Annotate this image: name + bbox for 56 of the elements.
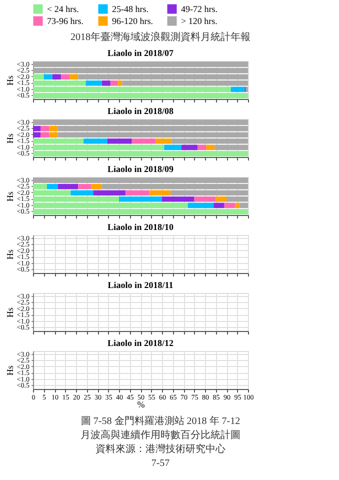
bar xyxy=(224,202,236,208)
legend-label: 25-48 hrs. xyxy=(112,4,148,14)
bar xyxy=(181,144,198,150)
bar xyxy=(60,74,70,80)
legend-label: < 24 hrs. xyxy=(47,4,79,14)
bar xyxy=(118,80,122,86)
legend-label: 73-96 hrs. xyxy=(47,16,84,26)
bar xyxy=(52,74,61,80)
bar xyxy=(132,138,156,144)
bar xyxy=(91,184,102,190)
source-note: 資料來源：港灣技術研究中心 xyxy=(96,443,226,455)
bar xyxy=(93,190,126,196)
bar xyxy=(84,138,108,144)
bar xyxy=(206,144,215,150)
bar xyxy=(235,202,240,208)
bar xyxy=(194,196,216,202)
y-axis-title: Hs xyxy=(4,133,15,144)
chart-title: Liaolo in 2018/12 xyxy=(107,338,174,348)
bar xyxy=(86,80,102,86)
bar xyxy=(107,138,132,144)
bar xyxy=(70,190,94,196)
bar xyxy=(102,80,110,86)
bar xyxy=(216,196,226,202)
bar xyxy=(162,196,194,202)
bar xyxy=(44,74,52,80)
bar xyxy=(164,144,182,150)
bar xyxy=(70,74,78,80)
text: 7-57 xyxy=(151,458,170,469)
bar xyxy=(214,202,224,208)
y-axis-title: Hs xyxy=(4,75,15,86)
legend-label: 96-120 hrs. xyxy=(112,16,153,26)
bar xyxy=(188,202,214,208)
chart-title: Liaolo in 2018/09 xyxy=(107,164,174,174)
bar xyxy=(197,144,206,150)
bar xyxy=(110,80,118,86)
bar xyxy=(149,190,171,196)
bar xyxy=(58,184,78,190)
chart-title: Liaolo in 2018/08 xyxy=(107,106,174,116)
chart-title: Liaolo in 2018/10 xyxy=(107,222,174,232)
legend-label: > 120 hrs. xyxy=(181,16,218,26)
y-axis-title: Hs xyxy=(4,191,15,202)
bar xyxy=(230,86,245,92)
chart-title: Liaolo in 2018/11 xyxy=(108,280,174,290)
bar xyxy=(156,138,172,144)
y-axis-title: Hs xyxy=(4,365,15,376)
y-axis-title: Hs xyxy=(4,307,15,318)
bar xyxy=(78,184,92,190)
text: 2018年臺灣海域波浪觀測資料月統計年報 xyxy=(70,31,250,43)
x-axis-title: % xyxy=(137,400,146,410)
legend-label: 49-72 hrs. xyxy=(181,4,218,14)
chart-title: Liaolo in 2018/07 xyxy=(107,48,174,58)
bar xyxy=(119,196,162,202)
y-axis-title: Hs xyxy=(4,249,15,260)
bar xyxy=(46,184,58,190)
bar xyxy=(125,190,150,196)
caption: 圖 7-58 金門料羅港測站 2018 年 7-12 月波高與連續作用時數百分比統計圖 xyxy=(80,415,240,441)
